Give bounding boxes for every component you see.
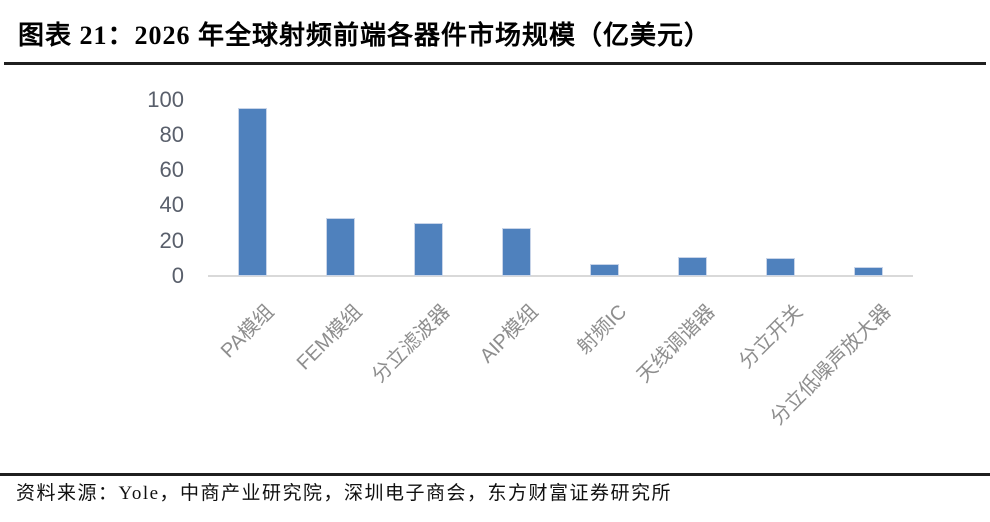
bar-3 <box>413 223 443 276</box>
bar-1 <box>237 108 267 276</box>
y-tick-label: 20 <box>159 227 184 253</box>
y-tick-label: 0 <box>171 263 184 288</box>
footer-divider-rule <box>0 473 990 476</box>
source-note: 资料来源：Yole，中商产业研究院，深圳电子商会，东方财富证券研究所 <box>16 483 673 504</box>
x-category-label: 分立开关 <box>734 300 808 373</box>
x-category-label: PA模组 <box>216 300 279 363</box>
x-category-label: 射频IC <box>572 300 631 359</box>
x-category-label: FEM模组 <box>292 300 367 375</box>
x-axis-line <box>208 275 913 277</box>
bar-8 <box>854 267 884 276</box>
bar-5 <box>590 263 620 276</box>
x-category-label: 天线调谐器 <box>632 300 719 387</box>
figure-title: 图表 21：2026 年全球射频前端各器件市场规模（亿美元） <box>18 21 712 50</box>
y-tick-label: 100 <box>147 86 184 112</box>
bar-7 <box>766 258 796 276</box>
x-category-label: AIP模组 <box>476 300 543 368</box>
bar-4 <box>501 228 531 276</box>
y-tick-label: 80 <box>159 121 184 147</box>
y-tick-label: 60 <box>159 157 184 183</box>
bar-2 <box>325 217 355 276</box>
y-tick-label: 40 <box>159 192 184 218</box>
bar-6 <box>678 256 708 276</box>
title-divider-rule <box>4 62 986 65</box>
x-category-label: 分立滤波器 <box>368 300 455 387</box>
